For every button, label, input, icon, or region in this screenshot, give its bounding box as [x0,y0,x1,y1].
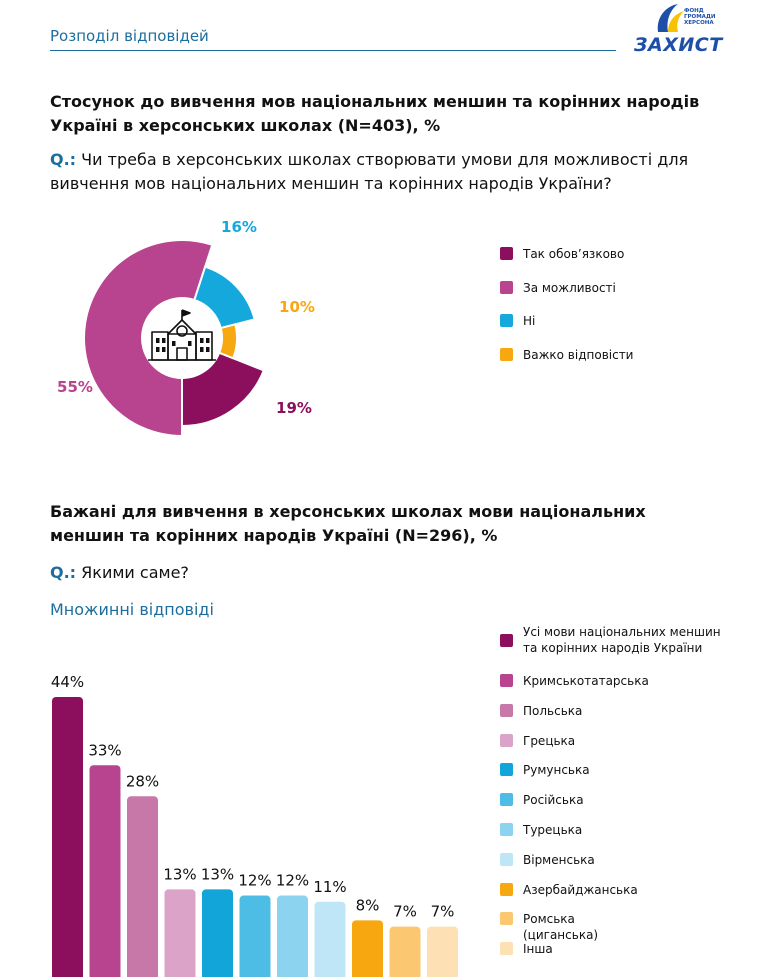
header-divider [50,50,616,51]
bar [314,901,346,977]
bar [52,697,83,977]
bar [427,926,458,977]
legend-swatch [500,763,513,777]
legend-swatch [500,314,513,327]
bar-value-label: 7% [431,903,455,921]
donut-hole [142,298,222,378]
multiple-answers-note: Множинні відповіді [50,600,214,619]
bar [89,765,121,977]
bar [352,920,383,977]
legend-label: Польська [523,703,583,718]
legend-label: За можливості [523,280,616,295]
legend-swatch [500,852,513,866]
legend-swatch [500,793,513,807]
legend-item: Так обов’язково [500,246,624,262]
legend-label: Інша [523,942,553,957]
legend-item: Азербайджанська [500,882,638,898]
legend-label: Румунська [523,763,590,778]
legend-item: Важко відповісти [500,347,633,363]
bar-chart: 44%33%28%13% 13% 12% 12% 11%8% 7% 7% [51,673,458,977]
bar-value-label: 44% [51,673,84,691]
legend-item: Грецька [500,733,575,749]
question-label: Q.: [50,563,77,582]
bar-value-label: 12% [238,872,271,890]
school-building-icon [148,309,216,361]
legend-label: Вірменська [523,852,595,867]
legend-swatch [500,674,513,687]
bar [389,926,421,977]
legend-swatch [500,634,513,647]
legend-swatch [500,347,513,361]
bar-value-label: 11% [313,878,346,896]
bar [239,895,271,977]
legend-swatch [500,912,513,926]
donut-value-label: 10% [279,298,315,316]
legend-label: Азербайджанська [523,882,638,897]
legend-swatch [500,280,513,294]
legend-label: Ромська (циганська) [523,912,599,943]
logo-tagline: ФОНД ГРОМАДИ ХЕРСОНА [684,8,716,26]
legend-swatch [500,942,513,956]
legend-label: Ні [523,314,536,328]
donut-chart: 19% 55% 16% 10% [57,218,315,438]
legend-item: Усі мови національних меншин та корінних… [500,624,728,656]
bar-value-label: 13% [163,865,196,883]
legend-swatch [500,703,513,717]
legend-label: Кримськотатарська [523,674,649,688]
legend-label: Важко відповісти [523,347,634,362]
legend-item: Вірменська [500,852,595,868]
legend-swatch [500,882,513,896]
legend-item: Інша [500,941,553,957]
legend-swatch [500,247,513,260]
legend-item: Ні [500,313,535,329]
logo-wordmark: ЗАХИСТ [634,34,723,56]
bar [127,796,158,977]
question-text: Якими саме? [81,563,189,582]
donut-value-label: 55% [57,378,93,396]
bar [277,895,308,977]
legend-item: Кримськотатарська [500,673,649,689]
bar-value-label: 33% [88,741,121,759]
donut-value-label: 19% [276,399,312,417]
legend-item: Румунська [500,762,590,778]
legend-label: Турецька [523,823,583,837]
bar [164,889,196,977]
legend-label: Грецька [523,733,576,748]
chart1-title: Стосунок до вивчення мов національних ме… [50,92,700,135]
bar-value-label: 13% [201,865,234,883]
legend-item: Російська [500,792,584,808]
section-title: Розподіл відповідей [50,27,209,45]
legend-item: Ромська (циганська) [500,911,598,943]
legend-label: Російська [523,793,584,808]
question-label: Q.: [50,150,77,169]
bar-value-label: 28% [126,772,159,790]
legend-swatch [500,823,513,836]
legend-item: Турецька [500,822,582,838]
donut-value-label: 16% [221,218,257,236]
legend-label: Усі мови національних меншин та корінних… [523,625,721,655]
bar-value-label: 8% [356,896,380,914]
question-text: Чи треба в херсонських школах створювати… [50,150,689,193]
chart2-title: Бажані для вивчення в херсонських школах… [50,502,646,545]
legend-item: За можливості [500,280,616,296]
chart1-question: Q.: Чи треба в херсонських школах створю… [50,148,710,196]
bar-value-label: 7% [393,903,417,921]
chart2-question: Q.: Якими саме? [50,563,189,582]
legend-item: Польська [500,703,582,719]
bar-value-label: 12% [276,872,309,890]
legend-swatch [500,733,513,747]
bar [202,889,233,977]
zakhyst-logo-icon [657,4,684,32]
legend-label: Так обов’язково [523,247,625,261]
